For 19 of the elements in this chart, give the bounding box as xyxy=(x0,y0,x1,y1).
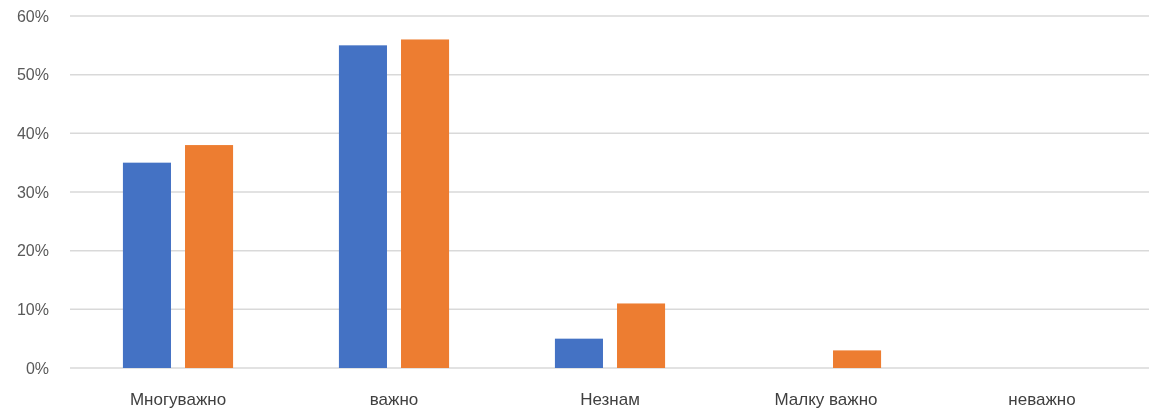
bar xyxy=(401,39,450,368)
bar xyxy=(185,145,234,368)
y-tick-label: 40% xyxy=(16,124,49,142)
y-tick-label: 50% xyxy=(16,66,49,84)
y-tick-label: 30% xyxy=(16,183,49,201)
bar xyxy=(554,338,603,368)
x-tick-label: Незнам xyxy=(580,390,640,409)
bar xyxy=(617,303,666,368)
bar xyxy=(122,162,171,368)
x-tick-label: Малку важно xyxy=(774,390,878,409)
x-tick-label: важно xyxy=(369,390,419,409)
y-tick-label: 20% xyxy=(16,242,49,260)
x-tick-label: Многуважно xyxy=(129,390,227,409)
y-tick-label: 10% xyxy=(16,300,49,318)
bar xyxy=(338,45,387,368)
x-tick-label: неважно xyxy=(1008,390,1076,409)
y-tick-label: 60% xyxy=(16,7,49,25)
bar xyxy=(833,350,882,368)
y-tick-label: 0% xyxy=(25,359,49,377)
